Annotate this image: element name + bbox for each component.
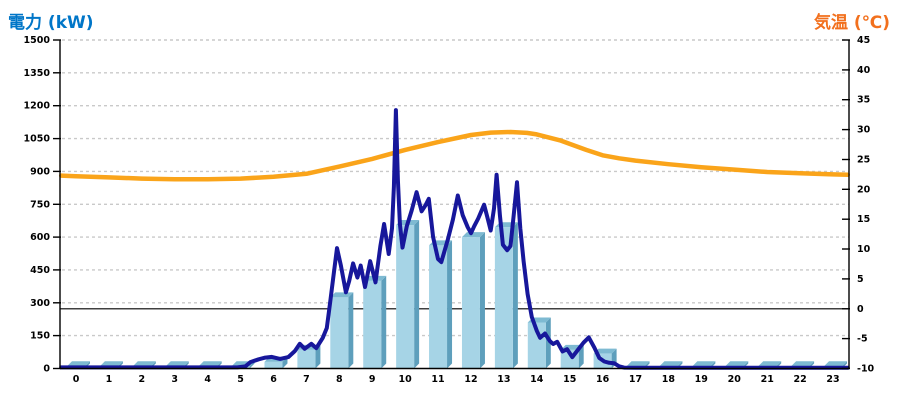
left-tick-label: 1050 (24, 134, 51, 145)
x-tick-label: 10 (398, 374, 412, 385)
x-tick-label: 22 (793, 374, 806, 385)
temperature-line (58, 129, 851, 182)
right-tick-label: 20 (857, 184, 871, 195)
power-bar (330, 292, 354, 369)
right-tick-label: 5 (857, 274, 864, 285)
left-tick-label: 900 (30, 166, 50, 177)
power-bar (527, 317, 551, 369)
right-tick-label: -10 (857, 364, 875, 375)
x-tick-label: 0 (73, 374, 80, 385)
x-tick-label: 1 (106, 374, 113, 385)
power-bar (396, 220, 420, 369)
x-tick-label: 9 (369, 374, 376, 385)
x-tick-label: 2 (138, 374, 145, 385)
x-tick-label: 13 (497, 374, 510, 385)
left-tick-label: 600 (30, 232, 50, 243)
right-tick-label: 35 (857, 95, 870, 106)
power-bar (494, 222, 518, 369)
x-tick-label: 15 (563, 374, 576, 385)
left-tick-label: 750 (30, 199, 50, 210)
x-tick-label: 5 (237, 374, 244, 385)
x-tick-label: 16 (596, 374, 610, 385)
x-tick-label: 6 (270, 374, 277, 385)
x-tick-label: 20 (728, 374, 742, 385)
right-tick-label: -5 (857, 334, 868, 345)
x-tick-label: 18 (662, 374, 676, 385)
x-tick-label: 23 (826, 374, 839, 385)
left-tick-label: 450 (30, 265, 50, 276)
x-tick-label: 3 (171, 374, 178, 385)
right-tick-label: 25 (857, 155, 870, 166)
right-tick-label: 45 (857, 35, 870, 46)
x-tick-label: 21 (761, 374, 774, 385)
left-axis-title: 電力 (kW) (8, 13, 94, 33)
power-bar (461, 232, 485, 369)
right-tick-label: 0 (857, 304, 864, 315)
left-tick-label: 300 (30, 298, 50, 309)
right-tick-label: 10 (857, 244, 871, 255)
x-tick-label: 12 (464, 374, 477, 385)
right-tick-label: 40 (857, 65, 871, 76)
x-tick-label: 7 (303, 374, 310, 385)
x-tick-label: 4 (204, 374, 211, 385)
right-axis-title: 気温 (℃) (813, 13, 890, 33)
right-tick-label: 15 (857, 214, 870, 225)
right-tick-label: 30 (857, 125, 871, 136)
power-bar (363, 275, 387, 369)
left-tick-label: 1500 (24, 35, 51, 46)
left-tick-label: 150 (30, 331, 50, 342)
x-tick-label: 14 (530, 374, 544, 385)
x-tick-label: 8 (336, 374, 343, 385)
left-tick-label: 1350 (24, 68, 51, 79)
left-tick-label: 0 (43, 364, 50, 375)
x-tick-label: 19 (695, 374, 708, 385)
x-tick-label: 17 (629, 374, 642, 385)
left-tick-label: 1200 (24, 101, 51, 112)
power-line (59, 108, 850, 370)
x-tick-label: 11 (431, 374, 444, 385)
